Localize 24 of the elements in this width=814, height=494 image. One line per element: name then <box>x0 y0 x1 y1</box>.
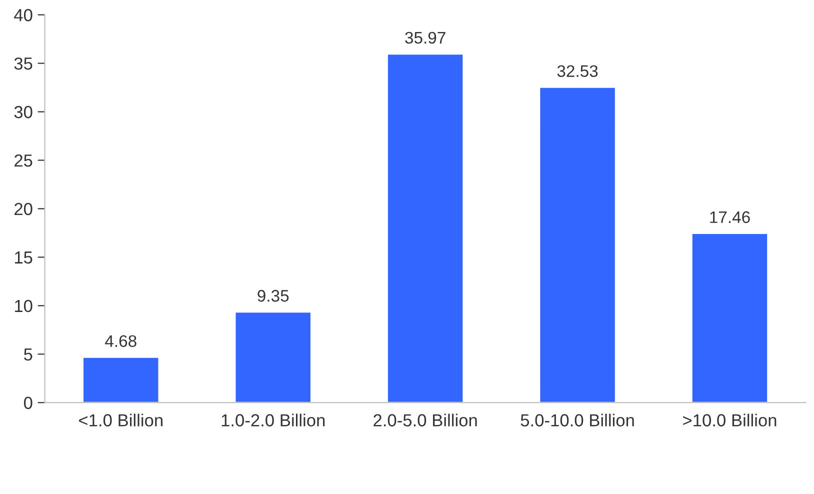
y-tick-label: 5 <box>24 348 32 361</box>
bar <box>82 356 160 403</box>
bar <box>234 311 312 403</box>
y-tick-label: 35 <box>14 57 32 70</box>
bar <box>538 86 616 403</box>
y-tick-label: 25 <box>14 154 32 167</box>
x-tick-label: <1.0 Billion <box>79 414 162 426</box>
y-tick-label: 30 <box>14 106 32 118</box>
y-tick-label: 15 <box>14 252 32 264</box>
data-label: 4.68 <box>105 335 136 347</box>
data-label: 17.46 <box>710 211 750 224</box>
x-tick-label: 1.0-2.0 Billion <box>222 414 325 426</box>
data-label: 32.53 <box>557 65 598 77</box>
y-tick-label: 40 <box>14 8 32 22</box>
data-label: 9.35 <box>258 290 289 302</box>
data-label: 35.97 <box>405 32 446 44</box>
x-tick-label: >10.0 Billion <box>683 414 776 426</box>
x-tick-label: 2.0-5.0 Billion <box>374 414 477 426</box>
bar <box>691 232 768 403</box>
y-tick-label: 10 <box>14 300 32 312</box>
bar <box>386 53 464 403</box>
y-tick-label: 20 <box>14 202 32 216</box>
x-tick-label: 5.0-10.0 Billion <box>520 414 634 426</box>
y-tick-label: 0 <box>24 396 32 410</box>
